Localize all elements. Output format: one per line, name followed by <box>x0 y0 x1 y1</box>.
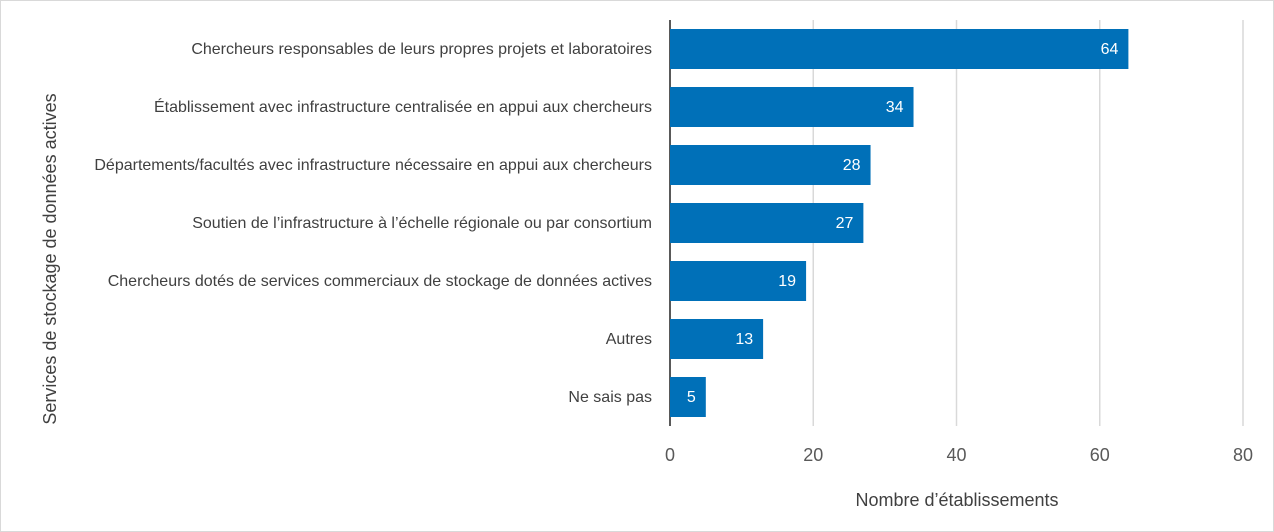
x-tick-label: 20 <box>803 445 823 465</box>
y-tick-label: Soutien de l’infrastructure à l’échelle … <box>192 214 652 232</box>
y-axis-title: Services de stockage de données actives <box>40 93 60 425</box>
bar <box>670 203 864 243</box>
bar <box>670 29 1129 69</box>
value-label: 34 <box>886 99 904 116</box>
value-label: 28 <box>843 157 861 174</box>
value-label: 13 <box>735 331 753 348</box>
value-label: 5 <box>687 389 696 406</box>
x-tick-label: 40 <box>946 445 966 465</box>
x-tick-label: 80 <box>1233 445 1253 465</box>
bar <box>670 319 764 359</box>
bar <box>670 145 871 185</box>
bar <box>670 87 914 127</box>
x-axis-title: Nombre d’établissements <box>855 490 1059 510</box>
x-tick-label: 0 <box>665 445 675 465</box>
y-tick-label: Ne sais pas <box>568 388 652 406</box>
bar <box>670 261 807 301</box>
value-label: 64 <box>1101 41 1119 58</box>
y-tick-label: Départements/facultés avec infrastructur… <box>94 156 652 174</box>
y-tick-label: Établissement avec infrastructure centra… <box>153 98 652 116</box>
y-tick-label: Autres <box>605 330 652 348</box>
bar <box>670 377 706 417</box>
value-label: 27 <box>836 215 854 232</box>
y-tick-label: Chercheurs dotés de services commerciaux… <box>107 272 652 290</box>
x-tick-label: 60 <box>1090 445 1110 465</box>
y-tick-label: Chercheurs responsables de leurs propres… <box>191 40 652 58</box>
value-label: 19 <box>778 273 796 290</box>
